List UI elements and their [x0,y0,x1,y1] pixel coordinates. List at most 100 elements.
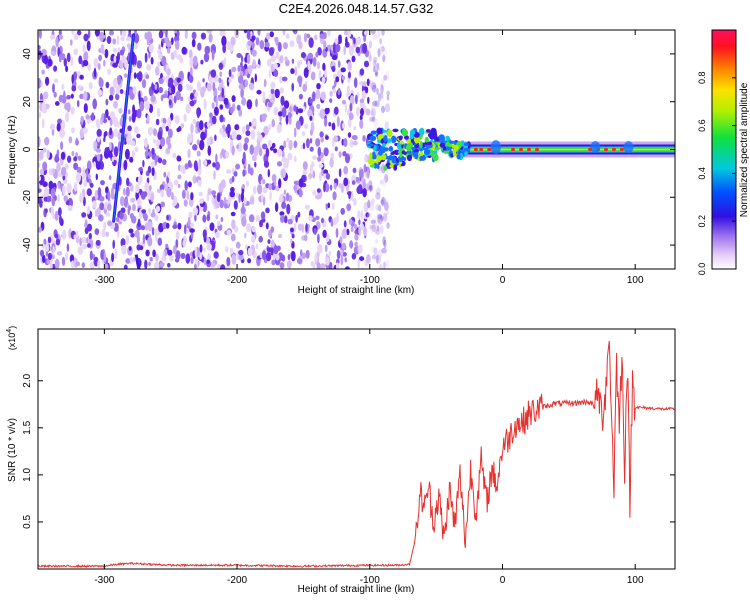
band-turbulent-blob [413,136,421,144]
spectrogram-noise-blob [112,239,115,249]
spectrogram-noise-blob [319,33,326,39]
spectrogram-noise-blob [238,254,244,261]
spectrogram-noise-blob [81,262,86,268]
spectrogram-noise-blob [347,118,352,128]
spectrogram-noise-blob [324,183,330,193]
spectrogram-noise-blob [191,31,197,40]
spectrogram-noise-blob [322,229,327,239]
spectrogram-noise-blob [278,111,283,117]
spectrogram-noise-blob [379,179,384,185]
spectrogram-noise-blob [215,202,220,209]
spectrogram-noise-blob [219,127,224,135]
band-turbulent-blob [404,135,409,140]
spectrogram-noise-blob [154,83,158,91]
spectrogram-noise-blob [146,31,152,41]
spectrogram-noise-blob [261,113,268,119]
spectrogram-noise-blob [301,223,304,233]
band-turbulent-blob [430,149,435,157]
spectrogram-noise-blob [202,214,207,223]
spectrogram-noise-blob [224,203,228,209]
spectrogram-noise-blob [377,214,383,225]
spectrogram-noise-blob [243,197,247,205]
spectrogram-noise-blob [345,36,348,46]
spectrogram-noise-blob [45,251,49,257]
spectrogram-noise-blob [66,183,72,194]
band-peak-marker [611,147,616,152]
spectrogram-noise-blob [280,214,285,223]
spectrogram-noise-blob [202,78,205,83]
spectrogram-noise-blob [293,222,297,232]
spectrogram-noise-blob [281,107,287,118]
spectrogram-noise-blob [243,30,248,34]
spectrogram-noise-blob [110,192,116,200]
spectrogram-noise-blob [231,66,237,73]
spectrogram-noise-blob [276,148,283,157]
spectrogram-noise-blob [271,173,277,183]
spectrogram-noise-blob [247,40,253,46]
spectrogram-noise-blob [181,189,186,199]
spectrogram-noise-blob [372,100,378,107]
spectrogram-noise-blob [70,93,74,99]
spectrogram-noise-blob [139,101,145,112]
spectrogram-noise-blob [199,120,204,131]
spectrogram-noise-blob [53,78,59,84]
spectrogram-noise-blob [368,54,372,63]
spectrogram-noise-blob [251,226,256,233]
spectrogram-noise-blob [83,103,88,114]
spectrogram-noise-blob [337,89,341,96]
spectrogram-noise-blob [81,236,87,244]
spectrogram-noise-blob [309,129,313,136]
spectrogram-noise-blob [42,181,48,188]
spectrogram-noise-blob [346,85,350,94]
spectrogram-noise-blob [64,111,70,123]
spectrogram-noise-blob [130,233,135,238]
spectrogram-noise-blob [138,90,141,102]
spectrogram-noise-blob [108,175,112,181]
spectrogram-noise-blob [159,184,165,192]
spectrogram-noise-blob [156,188,162,194]
spectrogram-noise-blob [189,56,194,68]
spectrogram-noise-blob [228,78,232,84]
spectrogram-noise-blob [189,100,195,107]
spectrogram-noise-blob [247,258,252,264]
spectrogram-noise-blob [103,221,107,231]
band-turbulent-blob [367,143,374,147]
spectrogram-noise-blob [286,137,290,143]
band-turbulent-blob [383,165,388,171]
spectrogram-noise-blob [329,157,334,168]
band-turbulent-blob [409,129,416,136]
spectrogram-noise-blob [147,126,153,136]
spectrogram-noise-blob [357,91,360,99]
spectrogram-noise-blob [291,241,295,249]
spectrogram-noise-blob [152,208,155,216]
spectrogram-noise-blob [160,201,165,208]
spectrogram-noise-blob [319,263,326,269]
spectrogram-noise-blob [167,117,172,128]
spectrogram-noise-blob [105,81,110,89]
spectrogram-noise-blob [231,219,236,230]
spectrogram-noise-blob [38,78,42,89]
spectrogram-noise-blob [85,114,90,120]
spectrogram-noise-blob [273,69,279,77]
band-turbulent-blob [376,127,383,135]
spectrogram-noise-blob [380,46,385,52]
spectrogram-noise-blob [304,234,308,242]
spectrogram-noise-blob [200,87,205,98]
spectrogram-noise-blob [215,153,218,164]
spectrogram-noise-blob [177,83,183,92]
spectrogram-noise-blob [66,243,70,252]
spectrogram-noise-blob [363,163,367,173]
spectrogram-noise-blob [372,116,376,122]
spectrogram-noise-blob [226,256,231,267]
spectrogram-noise-blob [212,162,216,168]
spectrogram-noise-blob [289,106,293,112]
spectrogram-noise-blob [82,196,86,207]
spectrogram-noise-blob [226,41,232,50]
spectrogram-noise-blob [182,239,187,247]
spectrogram-noise-blob [236,134,242,141]
spectrogram-noise-blob [206,82,212,92]
band-turbulent-blob [432,153,439,162]
band-turbulent-blob [370,164,375,168]
band-peak-marker [534,147,539,152]
spectrogram-noise-blob [194,247,198,258]
